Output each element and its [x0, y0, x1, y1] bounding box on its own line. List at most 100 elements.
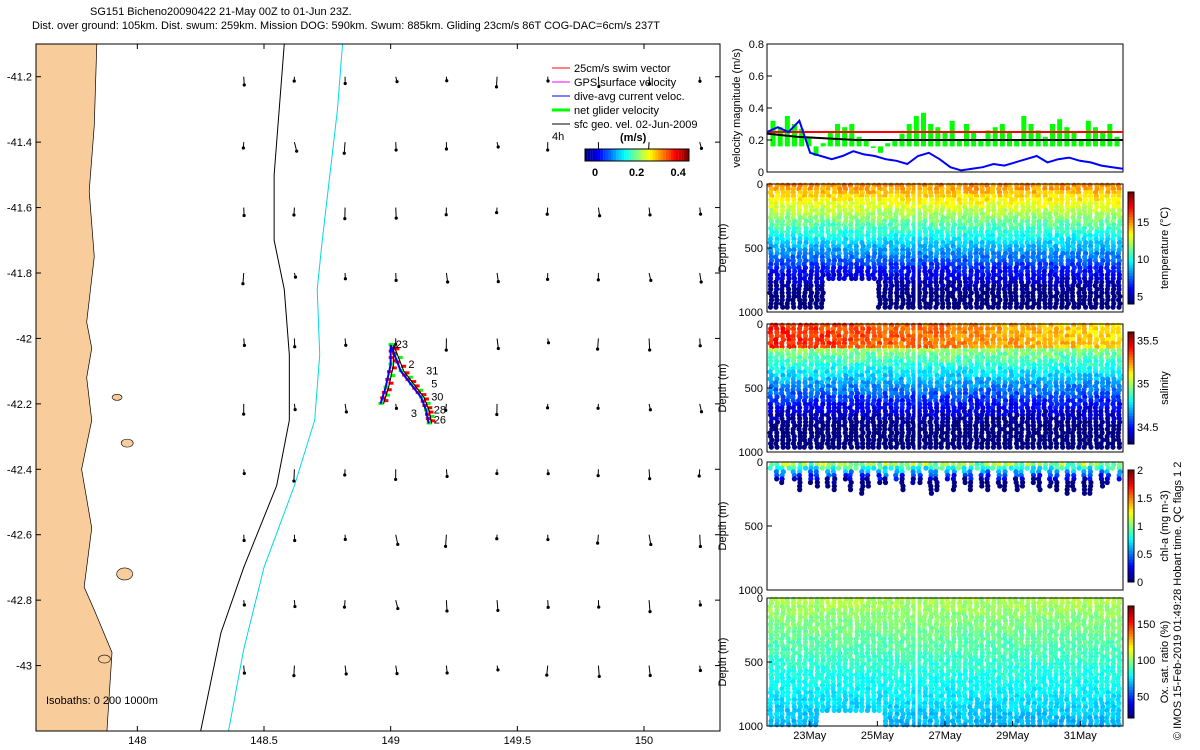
chl-sample — [835, 465, 842, 471]
temp-sample — [951, 304, 957, 310]
geo-velocity-arrowhead — [494, 210, 499, 215]
sal-colorbar-cell — [1128, 360, 1134, 364]
temp-colorbar-cell — [1128, 284, 1134, 288]
sal-y-tick-label: 500 — [745, 383, 763, 395]
colorbar-cell — [631, 149, 635, 161]
sal-sample — [933, 444, 939, 450]
temp-sample — [922, 214, 928, 221]
sal-sample — [898, 376, 904, 382]
track-day-label: 26 — [434, 414, 446, 426]
temp-y-tick-label: 500 — [745, 243, 763, 255]
temp-colorbar-cell — [1128, 301, 1134, 305]
chl-sample — [825, 483, 831, 489]
temp-sample — [882, 254, 888, 260]
temp-sample — [923, 272, 929, 278]
temp-colorbar-frame — [1127, 191, 1135, 305]
colorbar-extra-label: 4h — [552, 131, 564, 143]
temp-sample — [865, 254, 871, 260]
colorbar-cell — [670, 149, 674, 161]
velocity-series-line — [766, 132, 1123, 141]
temp-sample — [1064, 211, 1070, 217]
sal-sample — [956, 444, 962, 450]
sal-colorbar-cell — [1128, 424, 1134, 428]
temp-sample — [768, 254, 775, 260]
track-vector — [383, 399, 389, 403]
colorbar-cell — [663, 149, 666, 161]
temp-sample — [852, 275, 859, 282]
track-vector — [388, 342, 394, 346]
temp-sample — [773, 229, 780, 235]
sal-sample — [814, 380, 820, 386]
track-vector — [411, 380, 417, 384]
temp-sample — [910, 257, 916, 264]
temp-sample — [825, 214, 831, 221]
track-vector — [388, 381, 394, 385]
chl-sample — [831, 487, 837, 493]
sal-colorbar-cell — [1128, 362, 1134, 366]
sal-colorbar-label: salinity — [1159, 371, 1171, 405]
temp-colorbar-cell — [1128, 287, 1134, 291]
temp-sample — [849, 275, 855, 282]
legend-label: GPS surface velocity — [574, 77, 677, 89]
track-day-label: 23 — [396, 339, 408, 351]
temp-colorbar-cell — [1128, 228, 1134, 232]
temp-sample — [1058, 218, 1065, 224]
temp-sample — [1041, 286, 1047, 292]
sal-sample — [1014, 444, 1020, 450]
geo-velocity-arrowhead — [445, 609, 449, 613]
sal-colorbar-tick-label: 35 — [1137, 379, 1149, 391]
colorbar-cell — [616, 149, 619, 161]
temp-sample — [875, 304, 882, 310]
temp-colorbar-tick-label: 10 — [1137, 254, 1149, 266]
sal-sample — [818, 444, 824, 450]
temp-colorbar-label: temperature (°C) — [1159, 207, 1171, 289]
temp-sample — [945, 250, 951, 256]
temp-colorbar-cell — [1128, 259, 1134, 263]
sal-sample — [973, 444, 979, 450]
temp-sample — [1092, 304, 1098, 310]
geo-velocity-arrowhead — [444, 147, 449, 151]
sal-sample — [808, 444, 814, 450]
sal-sample — [938, 444, 944, 450]
geo-velocity-arrowhead — [496, 145, 500, 149]
temp-sample — [1064, 290, 1070, 296]
colorbar-cell — [590, 149, 593, 161]
temp-sample — [917, 304, 923, 310]
sal-sample — [883, 394, 889, 400]
sal-sample — [933, 394, 939, 400]
sal-sample — [854, 362, 860, 368]
sal-sample — [905, 444, 912, 450]
chl-sample — [917, 479, 923, 486]
sal-sample — [1069, 444, 1076, 450]
temp-sample — [1094, 247, 1100, 253]
temp-sample — [854, 232, 860, 239]
sal-sample — [934, 423, 940, 429]
geo-velocity-arrowhead — [596, 278, 600, 282]
sal-sample — [796, 408, 802, 414]
temp-sample — [995, 290, 1002, 296]
temp-sample — [877, 297, 883, 303]
temp-sample — [1052, 304, 1059, 310]
temp-sample — [905, 240, 911, 246]
sal-sample — [779, 351, 785, 357]
temp-sample — [841, 275, 847, 282]
sal-sample — [841, 440, 848, 447]
temp-sample — [1071, 229, 1077, 235]
colorbar-frame — [584, 148, 690, 162]
geo-velocity-arrowhead — [242, 83, 246, 87]
temp-colorbar-cell — [1128, 217, 1134, 221]
map-y-tick-label: -41.6 — [7, 203, 32, 215]
sal-colorbar-cell — [1128, 390, 1134, 394]
geo-velocity-arrowhead — [343, 217, 347, 221]
sal-sample — [893, 376, 900, 382]
track-dac-line — [379, 344, 430, 424]
geo-velocity-arrowhead — [545, 673, 549, 677]
colorbar-cell — [665, 149, 669, 161]
geo-velocity-arrowhead — [648, 477, 652, 481]
geo-velocity-arrowhead — [699, 410, 704, 414]
sal-sample — [882, 354, 889, 361]
geo-velocity-arrow — [648, 338, 651, 351]
temp-sample — [853, 243, 859, 249]
temp-y-label: Depth (m) — [717, 224, 729, 273]
velocity-frame — [766, 43, 1124, 173]
